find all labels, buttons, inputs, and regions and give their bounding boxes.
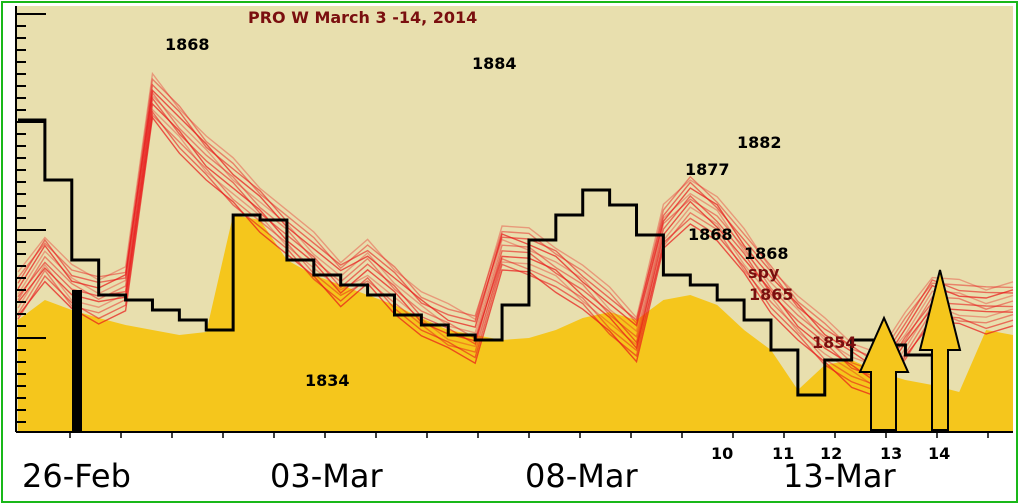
arrow-up-13 [858,315,910,431]
day-label: 12 [820,444,842,463]
series-line-red [17,83,1014,366]
year-label: 1882 [737,133,782,152]
x-minor-ticks [69,432,989,438]
day-label: 10 [711,444,733,463]
x-tick-label: 03-Mar [270,457,383,495]
series-line-red [17,108,1014,391]
year-label: 1854 [812,333,857,352]
series-line-red [17,91,1014,374]
series-line-red [17,113,1014,387]
black-vertical-bar [72,290,82,432]
series-area [18,215,1013,432]
year-label: 1868 [688,225,733,244]
year-label: 1884 [472,54,517,73]
series-line-red [17,77,1014,360]
series-line-red [17,115,1014,399]
chart-title: PRO W March 3 -14, 2014 [248,8,477,27]
year-label: 1877 [685,160,730,179]
series-line-red [17,96,1014,379]
x-tick-label: 26-Feb [22,457,131,495]
year-label: 1834 [305,371,350,390]
black-layer [18,118,934,397]
series-line-red [17,102,1014,385]
series-line-red [17,110,1014,393]
red-layer [17,71,1014,399]
day-label: 13 [880,444,902,463]
series-line-red [17,71,1014,355]
series-line-red [17,94,1014,368]
year-label: 1868 [165,35,210,54]
day-label: 14 [928,444,950,463]
year-label: 1865 [749,285,794,304]
year-label: 1868 [744,244,789,263]
fill-layer [18,215,1013,432]
series-line-black [18,118,934,397]
arrow-up-14 [918,269,962,431]
x-tick-label: 13-Mar [783,457,896,495]
series-line-red [17,88,1014,371]
year-label: spy [748,263,780,282]
y-ticks [16,13,46,423]
day-label: 11 [772,444,794,463]
x-tick-label: 08-Mar [525,457,638,495]
